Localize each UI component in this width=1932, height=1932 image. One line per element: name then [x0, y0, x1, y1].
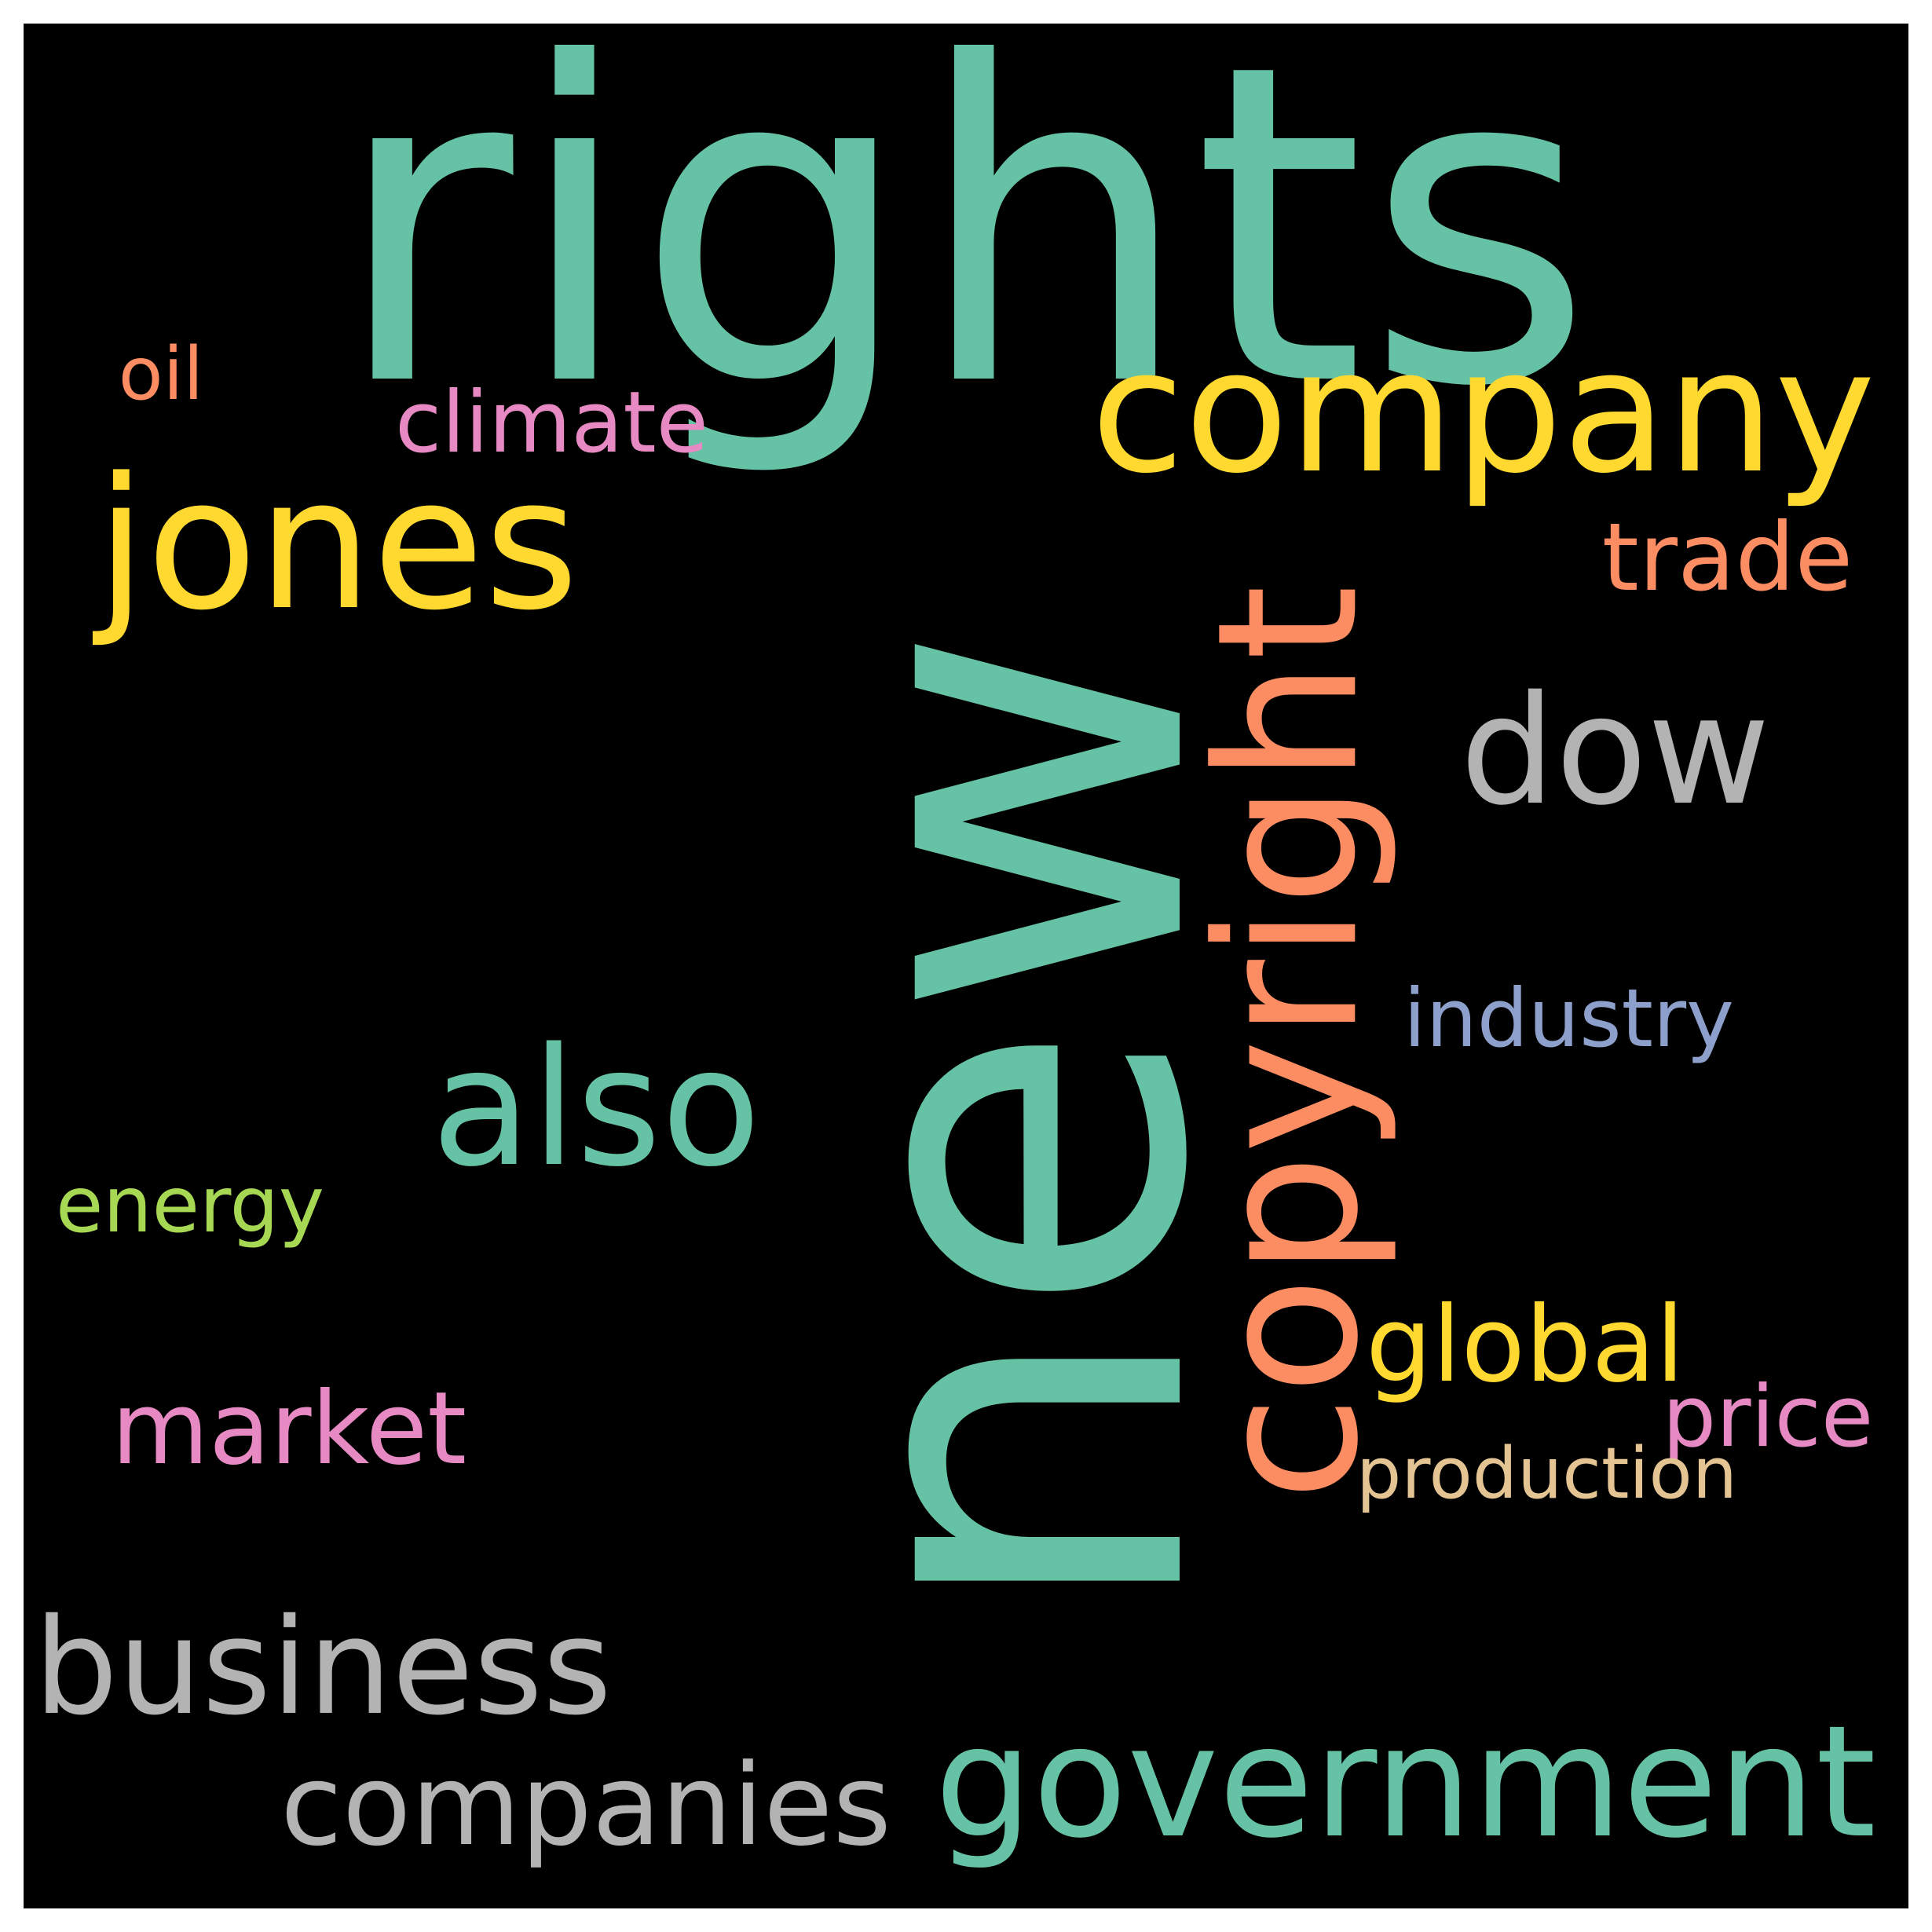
word-oil: oil	[118, 331, 204, 416]
word-copyright: copyright	[1175, 585, 1401, 1502]
word-jones: jones	[96, 438, 579, 651]
word-global: global	[1366, 1284, 1685, 1407]
word-government: government	[935, 1692, 1876, 1873]
word-production: production	[1356, 1433, 1737, 1516]
word-rights: rights	[332, 24, 1594, 483]
word-companies: companies	[280, 1740, 891, 1872]
word-also: also	[431, 1013, 761, 1203]
word-industry: industry	[1403, 971, 1734, 1066]
word-price: price	[1662, 1368, 1874, 1466]
word-business: business	[34, 1590, 612, 1745]
word-cloud: rights new company jones copyright dow a…	[24, 24, 1908, 1908]
word-trade: trade	[1601, 503, 1853, 613]
word-dow: dow	[1460, 664, 1770, 840]
word-company: company	[1091, 313, 1875, 512]
word-energy: energy	[56, 1161, 324, 1251]
word-climate: climate	[395, 373, 708, 472]
word-market: market	[111, 1371, 467, 1488]
